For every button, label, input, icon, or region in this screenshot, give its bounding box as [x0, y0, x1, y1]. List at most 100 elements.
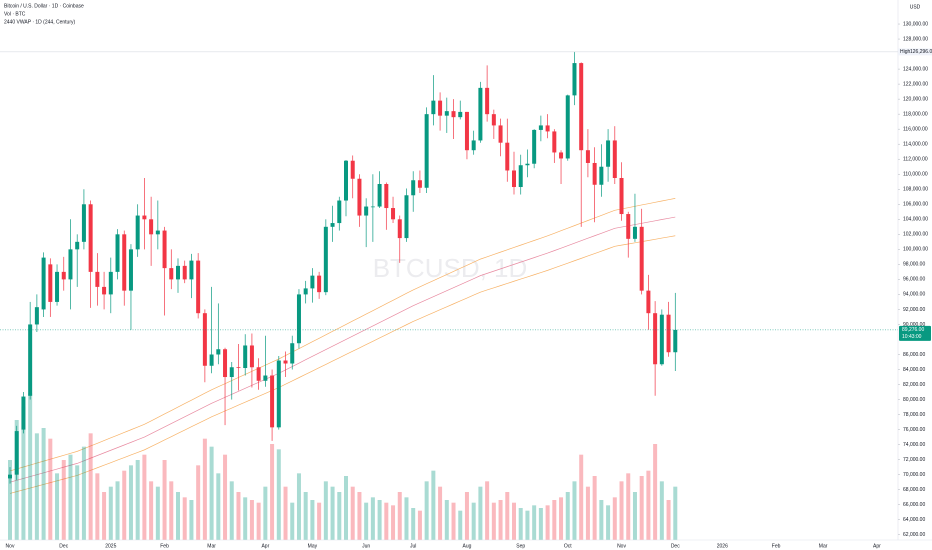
volume-bar: [653, 444, 658, 540]
y-tick-label: 118,000.00: [903, 111, 928, 117]
vwap-bands: [9, 198, 676, 494]
candle-body: [169, 268, 174, 280]
candle-body: [290, 343, 295, 364]
candle-body: [478, 87, 483, 141]
volume-bar: [532, 505, 537, 540]
candle-body: [14, 431, 19, 475]
candle-body: [41, 257, 46, 310]
candle-body: [626, 214, 631, 239]
candle-body: [397, 219, 402, 239]
candle-body: [249, 345, 254, 368]
volume-bar: [491, 502, 496, 540]
x-tick-label: 2026: [717, 543, 728, 549]
volume-bar: [666, 500, 671, 540]
volume-bar: [243, 497, 248, 540]
candle-body: [384, 184, 389, 209]
volume-bar: [122, 470, 127, 540]
volume-bar: [538, 508, 543, 540]
volume-bar: [464, 492, 469, 540]
volume-bar: [659, 481, 664, 540]
candle-body: [236, 367, 241, 369]
volume-bar: [95, 473, 100, 540]
candle-body: [632, 226, 637, 239]
y-tick-label: 82,000.00: [903, 382, 925, 388]
volume-bar: [559, 497, 564, 540]
high-value: 126,296.00: [910, 49, 932, 55]
candle-body: [458, 111, 463, 118]
volume-pane: [8, 393, 678, 540]
volume-bar: [364, 502, 369, 540]
y-tick-label: 66,000.00: [903, 502, 925, 508]
volume-bar: [202, 438, 207, 540]
y-tick-label: 130,000.00: [903, 21, 928, 27]
candle-body: [115, 234, 120, 272]
candle-body: [579, 63, 584, 151]
x-tick-label: Feb: [772, 543, 781, 549]
y-tick-label: 74,000.00: [903, 442, 925, 448]
volume-bar: [612, 497, 617, 540]
volume-bar: [14, 420, 19, 540]
volume-bar: [485, 481, 490, 540]
y-tick-label: 102,000.00: [903, 232, 928, 238]
volume-bar: [357, 492, 362, 540]
volume-bar: [498, 500, 503, 540]
countdown: 10:43:00: [902, 334, 922, 340]
volume-bar: [196, 465, 201, 540]
candle-body: [424, 114, 429, 188]
candle-body: [296, 294, 301, 344]
y-tick-label: 64,000.00: [903, 517, 925, 523]
volume-bar: [471, 502, 476, 540]
candle-body: [303, 288, 308, 295]
candle-body: [61, 271, 66, 280]
candle-body: [344, 160, 348, 201]
volume-bar: [431, 470, 436, 540]
volume-bar: [102, 492, 107, 540]
volume-bar: [8, 460, 12, 540]
candle-body: [229, 367, 234, 378]
vwap-line: [9, 198, 676, 472]
volume-bar: [505, 492, 510, 540]
y-tick-label: 68,000.00: [903, 487, 925, 493]
candle-body: [505, 142, 510, 171]
candle-body: [283, 360, 288, 364]
y-tick-label: 78,000.00: [903, 412, 925, 418]
y-tick-label: 106,000.00: [903, 202, 928, 208]
volume-bar: [41, 428, 46, 540]
volume-bar: [317, 502, 322, 540]
y-tick-label: 122,000.00: [903, 81, 928, 87]
volume-bar: [61, 460, 66, 540]
y-tick-label: 86,000.00: [903, 352, 925, 358]
candle-body: [68, 249, 73, 280]
candle-body: [128, 249, 133, 291]
candle-body: [176, 265, 180, 280]
candle-body: [485, 87, 490, 115]
volume-bar: [108, 486, 113, 540]
candle-body: [95, 271, 100, 287]
indicator-title: 2440 VWAP · 1D (244, Century): [4, 19, 75, 25]
volume-bar: [411, 508, 416, 540]
last-price-tag: [899, 325, 931, 341]
candle-body: [532, 129, 537, 164]
volume-bar: [303, 492, 308, 540]
volume-bar: [417, 510, 422, 540]
y-tick-label: 110,000.00: [903, 172, 928, 178]
volume-title: Vol · BTC: [4, 11, 26, 17]
volume-bar: [525, 510, 530, 540]
y-tick-label: 108,000.00: [903, 187, 928, 193]
volume-bar: [155, 486, 160, 540]
volume-bar: [263, 486, 268, 540]
x-tick-label: Mar: [207, 543, 216, 549]
volume-bar: [592, 476, 597, 540]
volume-bar: [270, 444, 275, 540]
candle-body: [619, 177, 624, 215]
candle-body: [599, 166, 604, 185]
candle-body: [102, 286, 107, 295]
candle-body: [196, 260, 201, 314]
x-tick-label: May: [308, 543, 318, 549]
candle-body: [525, 163, 530, 166]
candle-body: [263, 375, 268, 381]
y-tick-label: 90,000.00: [903, 322, 925, 328]
candle-body: [55, 271, 60, 302]
candle-body: [142, 215, 147, 220]
x-tick-label: Dec: [59, 543, 68, 549]
